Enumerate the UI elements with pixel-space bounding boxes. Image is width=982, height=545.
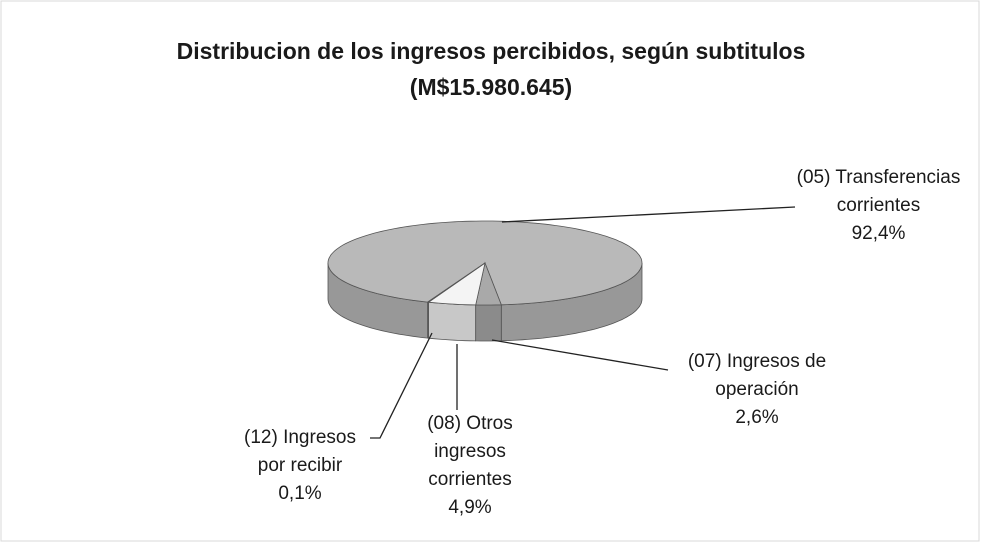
leaders	[370, 206, 796, 439]
data-label: (12) Ingresos por recibir 0,1%	[230, 424, 370, 508]
slice	[475, 261, 502, 306]
leader-line	[501, 206, 796, 223]
chart-title: Distribucion de los ingresos percibidos,…	[176, 38, 806, 64]
chart-subtitle: (M$15.980.645)	[409, 74, 573, 100]
value-label: 4,9%	[448, 497, 492, 518]
category-label: (12) Ingresos por recibir	[244, 427, 356, 476]
pie	[327, 220, 643, 342]
slice	[427, 262, 486, 306]
value-label: 0,1%	[278, 483, 322, 504]
category-label: (07) Ingresos de operación	[687, 351, 827, 400]
category-label: (05) Transferencias corrientes	[796, 167, 961, 216]
slice	[426, 262, 486, 303]
category-label: (08) Otros ingresos corrientes	[427, 413, 513, 490]
leader-line	[370, 332, 433, 439]
data-label: (07) Ingresos de operación 2,6%	[667, 348, 847, 432]
value-label: 92,4%	[851, 223, 906, 244]
value-label: 2,6%	[735, 407, 779, 428]
leader-line	[491, 339, 669, 371]
data-label: (08) Otros ingresos corrientes 4,9%	[415, 410, 525, 522]
data-label: (05) Transferencias corrientes 92,4%	[796, 164, 961, 248]
slice-side	[475, 304, 502, 342]
slice-side	[428, 301, 477, 342]
